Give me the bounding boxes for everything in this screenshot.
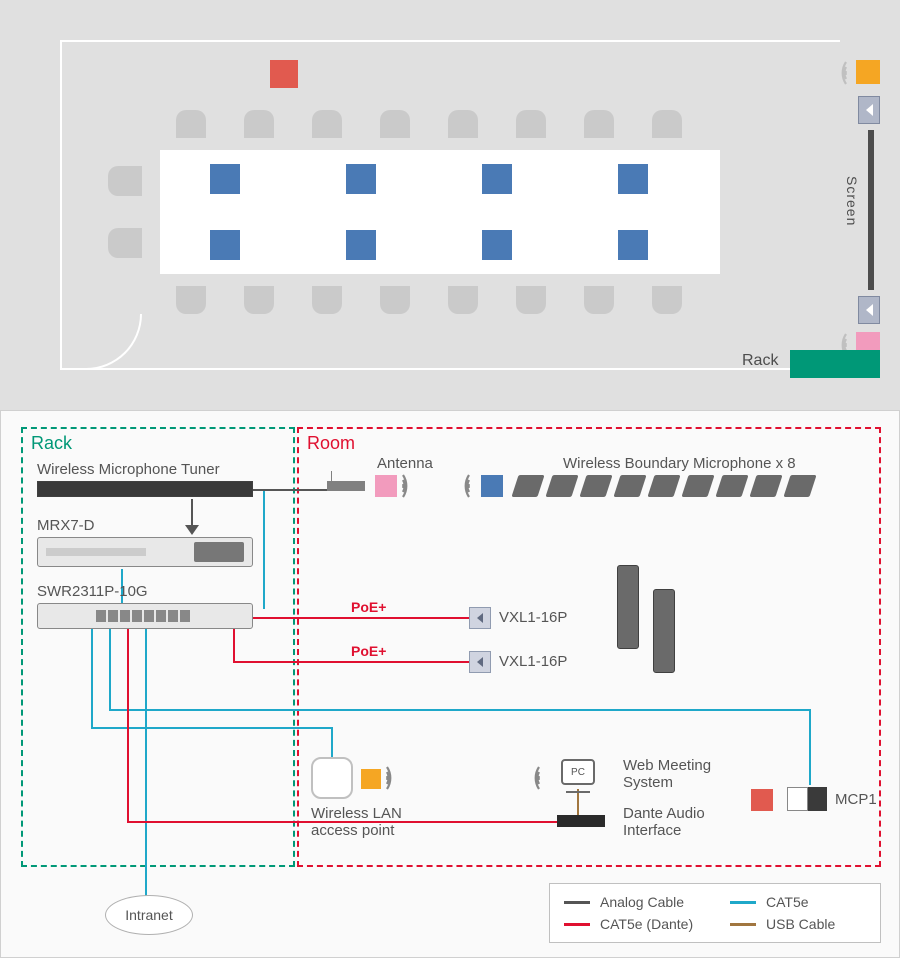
- boundary-mic: [346, 164, 376, 194]
- cat5e-dante-cable: [127, 629, 129, 821]
- signal-arc-icon: [517, 765, 543, 791]
- chair: [652, 110, 682, 138]
- vxl1-label: VXL1-16P: [499, 609, 567, 626]
- chair: [176, 110, 206, 138]
- chair: [584, 286, 614, 314]
- cat5e-dante-cable: [221, 617, 469, 619]
- boundary-mic-label: Wireless Boundary Microphone x 8: [563, 455, 796, 472]
- chair: [244, 286, 274, 314]
- boundary-mic: [482, 164, 512, 194]
- screen-bar: [868, 130, 874, 290]
- chair: [108, 166, 142, 196]
- dante-label: Dante Audio Interface: [623, 805, 705, 839]
- mcp1-red: [751, 789, 773, 811]
- chair: [380, 286, 410, 314]
- speaker-icon: [858, 96, 880, 124]
- cat5e-dante-cable: [233, 661, 469, 663]
- chair: [176, 286, 206, 314]
- chair: [244, 110, 274, 138]
- tuner-label: Wireless Microphone Tuner: [37, 461, 220, 478]
- signal-arc-icon: [447, 473, 473, 499]
- vxl-speaker: [653, 589, 675, 673]
- poe-label-1: PoE+: [351, 599, 386, 615]
- boundary-mic: [482, 230, 512, 260]
- legend-analog: Analog Cable: [564, 894, 700, 910]
- web-meeting-label: Web Meeting System: [623, 757, 711, 791]
- intranet-label: Intranet: [125, 907, 172, 923]
- device-orange: [856, 60, 880, 84]
- rack-box: [790, 350, 880, 378]
- room-title: Room: [307, 433, 355, 454]
- boundary-mic: [618, 164, 648, 194]
- signal-arc-icon: [824, 60, 850, 86]
- screen-label: Screen: [844, 176, 860, 226]
- ceiling-device-red: [270, 60, 298, 88]
- chair: [312, 110, 342, 138]
- connection-panel: Rack Room Wireless Microphone Tuner MRX7…: [0, 410, 900, 958]
- chair: [108, 228, 142, 258]
- cat5e-cable: [109, 709, 809, 711]
- cat5e-cable: [109, 629, 111, 709]
- pc-icon: PC: [561, 759, 595, 785]
- cat5e-cable: [331, 727, 333, 759]
- swr-label: SWR2311P-10G: [37, 583, 148, 600]
- arrow-down-icon: [185, 525, 199, 535]
- mcp1-device: [787, 787, 827, 811]
- swr-device: [37, 603, 253, 629]
- dante-interface: [557, 815, 605, 827]
- cat5e-cable: [145, 629, 147, 897]
- rack-label: Rack: [742, 352, 778, 370]
- vxl-icon: [469, 607, 491, 629]
- chair: [652, 286, 682, 314]
- antenna-device: [327, 481, 365, 491]
- legend-cat5e: CAT5e: [730, 894, 866, 910]
- speaker-icon: [858, 296, 880, 324]
- wlan-ap-icon: [311, 757, 353, 799]
- usb-cable: [577, 789, 579, 817]
- intranet-node: Intranet: [105, 895, 193, 935]
- legend: Analog Cable CAT5e CAT5e (Dante) USB Cab…: [549, 883, 881, 943]
- mcp1-label: MCP1: [835, 791, 877, 808]
- antenna-label: Antenna: [377, 455, 433, 472]
- chair: [448, 286, 478, 314]
- vxl2-label: VXL1-16P: [499, 653, 567, 670]
- signal-arc-icon: [383, 765, 409, 791]
- boundary-mic: [210, 164, 240, 194]
- cat5e-cable: [809, 709, 811, 785]
- wlan-orange: [361, 769, 381, 789]
- rack-title: Rack: [31, 433, 72, 454]
- boundary-mic-blue: [481, 475, 503, 497]
- floorplan-panel: Screen Rack: [0, 0, 900, 410]
- antenna-rod: [331, 471, 332, 481]
- legend-usb: USB Cable: [730, 916, 866, 932]
- antenna-pink: [375, 475, 397, 497]
- wlan-label: Wireless LAN access point: [311, 805, 402, 839]
- chair: [312, 286, 342, 314]
- tuner-device: [37, 481, 253, 497]
- boundary-mic: [210, 230, 240, 260]
- vxl-speaker: [617, 565, 639, 649]
- boundary-mic: [618, 230, 648, 260]
- signal-arc-icon: [399, 473, 425, 499]
- chair: [516, 110, 546, 138]
- chair: [584, 110, 614, 138]
- mrx7d-label: MRX7-D: [37, 517, 95, 534]
- chair: [380, 110, 410, 138]
- chair: [448, 110, 478, 138]
- cat5e-cable: [263, 491, 265, 609]
- poe-label-2: PoE+: [351, 643, 386, 659]
- vxl-icon: [469, 651, 491, 673]
- cat5e-cable: [91, 629, 93, 727]
- chair: [516, 286, 546, 314]
- boundary-mic: [346, 230, 376, 260]
- pc-stand: [566, 787, 590, 793]
- mrx7d-device: [37, 537, 253, 567]
- legend-dante: CAT5e (Dante): [564, 916, 700, 932]
